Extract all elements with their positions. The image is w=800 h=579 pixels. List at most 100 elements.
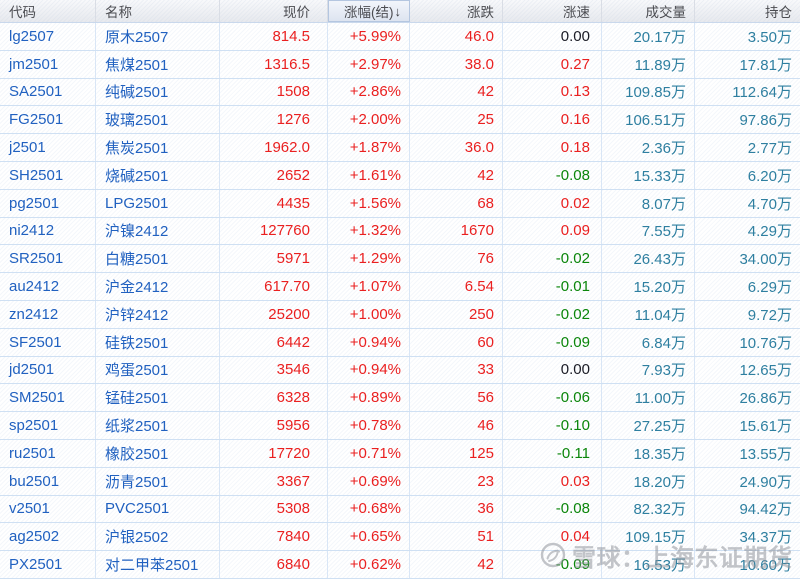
cell-code: FG2501 — [0, 106, 96, 134]
cell-speed: 0.13 — [503, 78, 602, 106]
cell-name: 锰硅2501 — [96, 384, 220, 412]
column-header-name[interactable]: 名称 — [96, 0, 220, 22]
cell-code: j2501 — [0, 134, 96, 161]
cell-pct: +0.65% — [328, 523, 410, 551]
cell-volume: 109.15万 — [602, 523, 695, 551]
cell-name: 焦炭2501 — [96, 134, 220, 161]
table-row-PX2501[interactable]: PX2501 对二甲苯2501 6840 +0.62% 42 -0.09 16.53万 10.… — [0, 551, 800, 579]
column-header-code[interactable]: 代码 — [0, 0, 96, 22]
table-row-lg2507[interactable]: lg2507 原木2507 814.5 +5.99% 46.0 0.00 20.17万 3.5… — [0, 23, 800, 51]
cell-volume: 7.93万 — [602, 356, 695, 384]
cell-volume: 11.04万 — [602, 300, 695, 328]
cell-name: 对二甲苯2501 — [96, 551, 220, 578]
cell-oi: 34.37万 — [739, 529, 792, 547]
cell-pct: +0.71% — [328, 439, 410, 467]
cell-pct: +1.29% — [328, 245, 410, 273]
cell-volume: 6.84万 — [602, 328, 695, 356]
table-row-pg2501[interactable]: pg2501 LPG2501 4435 +1.56% 68 0.02 8.07万 4.70万 — [0, 189, 800, 218]
cell-name: 沪银2502 — [96, 523, 220, 551]
table-row-FG2501[interactable]: FG2501 玻璃2501 1276 +2.00% 25 0.16 106.51万 97.86… — [0, 106, 800, 135]
table-row-zn2412[interactable]: zn2412 沪锌2412 25200 +1.00% 250 -0.02 11.04万 9.7… — [0, 300, 800, 329]
cell-volume: 26.43万 — [602, 245, 695, 273]
cell-pct: +0.94% — [328, 356, 410, 384]
cell-speed: -0.02 — [503, 245, 602, 273]
table-row-jd2501[interactable]: jd2501 鸡蛋2501 3546 +0.94% 33 0.00 7.93万 12.65万 — [0, 356, 800, 385]
cell-oi: 2.77万 — [747, 140, 792, 158]
cell-price: 5308 — [220, 495, 328, 523]
cell-oi: 15.61万 — [739, 418, 792, 436]
table-row-ru2501[interactable]: ru2501 橡胶2501 17720 +0.71% 125 -0.11 18.35万 13.… — [0, 439, 800, 468]
table-row-ag2502[interactable]: ag2502 沪银2502 7840 +0.65% 51 0.04 109.15万 34.37… — [0, 523, 800, 552]
cell-speed: 0.16 — [503, 106, 602, 134]
column-header-pct[interactable]: 涨幅(结) ↓ — [328, 0, 410, 22]
cell-oi: 17.81万 — [739, 56, 792, 74]
table-row-sp2501[interactable]: sp2501 纸浆2501 5956 +0.78% 46 -0.10 27.25万 15.61… — [0, 412, 800, 440]
cell-pct: +0.69% — [328, 467, 410, 495]
cell-pct: +1.61% — [328, 161, 410, 189]
cell-oi: 24.90万 — [739, 473, 792, 491]
cell-name: 硅铁2501 — [96, 328, 220, 356]
cell-speed: -0.08 — [503, 161, 602, 189]
cell-price: 1962.0 — [220, 134, 328, 161]
table-row-SM2501[interactable]: SM2501 锰硅2501 6328 +0.89% 56 -0.06 11.00万 26.86… — [0, 384, 800, 413]
column-header-change[interactable]: 涨跌 — [410, 0, 503, 22]
cell-code: SF2501 — [0, 328, 96, 356]
cell-code: lg2507 — [0, 23, 96, 50]
cell-pct: +2.86% — [328, 78, 410, 106]
cell-code: zn2412 — [0, 300, 96, 328]
cell-speed: -0.02 — [503, 300, 602, 328]
cell-change: 42 — [410, 551, 503, 578]
cell-oi: 9.72万 — [747, 306, 792, 324]
table-row-jm2501[interactable]: jm2501 焦煤2501 1316.5 +2.97% 38.0 0.27 11.89万 17… — [0, 50, 800, 79]
cell-price: 17720 — [220, 439, 328, 467]
cell-code: SH2501 — [0, 161, 96, 189]
cell-speed: -0.01 — [503, 273, 602, 300]
cell-change: 1670 — [410, 217, 503, 245]
cell-oi: 112.64万 — [732, 84, 792, 102]
cell-speed: -0.11 — [503, 439, 602, 467]
sort-descending-icon: ↓ — [394, 3, 402, 19]
table-row-ni2412[interactable]: ni2412 沪镍2412 127760 +1.32% 1670 0.09 7.55万 4.2… — [0, 217, 800, 246]
cell-price: 5971 — [220, 245, 328, 273]
table-row-j2501[interactable]: j2501 焦炭2501 1962.0 +1.87% 36.0 0.18 2.36万 2.77… — [0, 134, 800, 162]
cell-change: 56 — [410, 384, 503, 412]
cell-price: 6328 — [220, 384, 328, 412]
table-row-bu2501[interactable]: bu2501 沥青2501 3367 +0.69% 23 0.03 18.20万 24.90万 — [0, 467, 800, 496]
cell-speed: 0.04 — [503, 523, 602, 551]
cell-change: 46.0 — [410, 23, 503, 50]
cell-speed: 0.18 — [503, 134, 602, 161]
cell-code: SM2501 — [0, 384, 96, 412]
cell-pct: +0.89% — [328, 384, 410, 412]
cell-speed: 0.27 — [503, 50, 602, 78]
cell-price: 1508 — [220, 78, 328, 106]
cell-change: 68 — [410, 189, 503, 217]
cell-pct: +0.68% — [328, 495, 410, 523]
cell-price: 3546 — [220, 356, 328, 384]
table-body: lg2507 原木2507 814.5 +5.99% 46.0 0.00 20.17万 3.5… — [0, 23, 800, 579]
cell-price: 6442 — [220, 328, 328, 356]
table-row-au2412[interactable]: au2412 沪金2412 617.70 +1.07% 6.54 -0.01 15.20万 6… — [0, 273, 800, 301]
table-row-SF2501[interactable]: SF2501 硅铁2501 6442 +0.94% 60 -0.09 6.84万 10.76万 — [0, 328, 800, 357]
table-row-SR2501[interactable]: SR2501 白糖2501 5971 +1.29% 76 -0.02 26.43万 34.00… — [0, 245, 800, 274]
column-header-price[interactable]: 现价 — [220, 0, 328, 22]
cell-oi: 34.00万 — [739, 251, 792, 269]
cell-code: v2501 — [0, 495, 96, 523]
table-row-SH2501[interactable]: SH2501 烧碱2501 2652 +1.61% 42 -0.08 15.33万 6.20万 — [0, 161, 800, 190]
cell-volume: 15.33万 — [602, 161, 695, 189]
column-header-volume[interactable]: 成交量 — [602, 0, 695, 22]
table-header: 代码 名称 现价 涨幅(结) ↓ 涨跌 涨速 成交量 持仓 — [0, 0, 800, 23]
cell-name: 橡胶2501 — [96, 439, 220, 467]
cell-pct: +1.32% — [328, 217, 410, 245]
cell-pct: +0.62% — [328, 551, 410, 578]
cell-change: 250 — [410, 300, 503, 328]
cell-oi: 12.65万 — [739, 362, 792, 380]
table-row-v2501[interactable]: v2501 PVC2501 5308 +0.68% 36 -0.08 82.32万 94.42… — [0, 495, 800, 524]
table-row-SA2501[interactable]: SA2501 纯碱2501 1508 +2.86% 42 0.13 109.85万 112.6… — [0, 78, 800, 107]
cell-volume: 15.20万 — [602, 273, 695, 300]
cell-change: 33 — [410, 356, 503, 384]
cell-name: 沪金2412 — [96, 273, 220, 300]
cell-change: 23 — [410, 467, 503, 495]
cell-oi: 6.29万 — [747, 279, 792, 297]
column-header-oi[interactable]: 持仓 — [695, 0, 800, 22]
column-header-speed[interactable]: 涨速 — [503, 0, 602, 22]
